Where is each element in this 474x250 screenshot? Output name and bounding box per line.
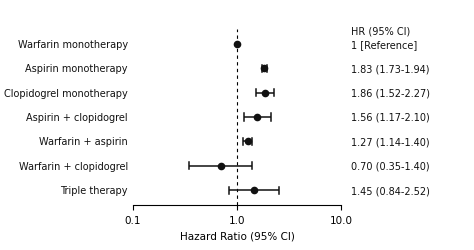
Text: Warfarin + clopidogrel: Warfarin + clopidogrel <box>19 161 128 171</box>
Text: 1.27 (1.14-1.40): 1.27 (1.14-1.40) <box>351 137 429 147</box>
Text: Aspirin monotherapy: Aspirin monotherapy <box>26 64 128 74</box>
Text: 1.86 (1.52-2.27): 1.86 (1.52-2.27) <box>351 88 430 98</box>
Text: 0.70 (0.35-1.40): 0.70 (0.35-1.40) <box>351 161 429 171</box>
Text: Aspirin + clopidogrel: Aspirin + clopidogrel <box>27 112 128 122</box>
Text: HR (95% CI): HR (95% CI) <box>351 26 410 36</box>
X-axis label: Hazard Ratio (95% CI): Hazard Ratio (95% CI) <box>180 230 294 240</box>
Text: 1.56 (1.17-2.10): 1.56 (1.17-2.10) <box>351 112 429 122</box>
Text: 1 [Reference]: 1 [Reference] <box>351 40 417 50</box>
Text: Triple therapy: Triple therapy <box>61 186 128 196</box>
Text: Clopidogrel monotherapy: Clopidogrel monotherapy <box>4 88 128 98</box>
Text: Warfarin monotherapy: Warfarin monotherapy <box>18 40 128 50</box>
Text: Warfarin + aspirin: Warfarin + aspirin <box>39 137 128 147</box>
Text: 1.83 (1.73-1.94): 1.83 (1.73-1.94) <box>351 64 429 74</box>
Text: 1.45 (0.84-2.52): 1.45 (0.84-2.52) <box>351 186 429 196</box>
